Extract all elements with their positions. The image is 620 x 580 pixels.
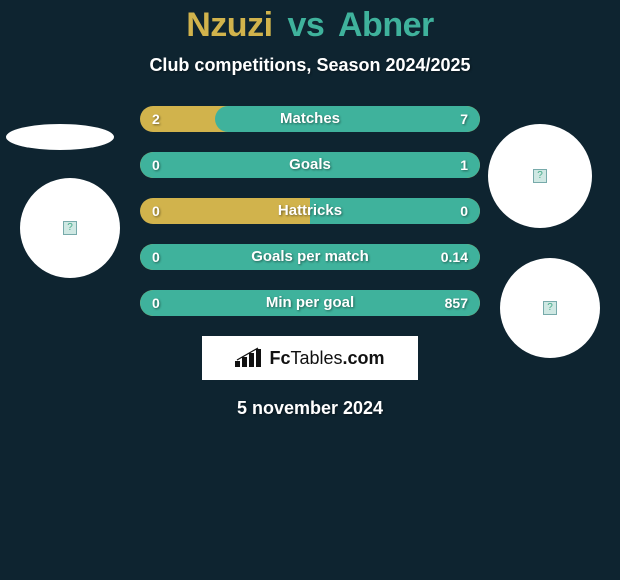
title-vs: vs bbox=[281, 6, 330, 44]
player1-club-avatar: ? bbox=[20, 178, 120, 278]
player2-avatar: ? bbox=[488, 124, 592, 228]
stat-label: Goals per match bbox=[140, 244, 480, 270]
stat-value-right: 1 bbox=[460, 152, 468, 178]
placeholder-icon: ? bbox=[533, 169, 547, 183]
stat-label: Hattricks bbox=[140, 198, 480, 224]
stat-value-right: 7 bbox=[460, 106, 468, 132]
stat-value-right: 857 bbox=[445, 290, 468, 316]
subtitle: Club competitions, Season 2024/2025 bbox=[0, 55, 620, 76]
brand-badge: FcTables.com bbox=[202, 336, 418, 380]
bar-chart-icon bbox=[235, 347, 263, 369]
stat-label: Min per goal bbox=[140, 290, 480, 316]
player1-name: Nzuzi bbox=[186, 6, 272, 44]
stat-bar: 0 Min per goal 857 bbox=[140, 290, 480, 316]
stat-value-right: 0 bbox=[460, 198, 468, 224]
player2-name: Abner bbox=[338, 6, 434, 44]
brand-text: FcTables.com bbox=[269, 348, 384, 369]
stat-label: Goals bbox=[140, 152, 480, 178]
placeholder-icon: ? bbox=[63, 221, 77, 235]
comparison-stats: 2 Matches 7 0 Goals 1 0 Hattricks 0 0 Go… bbox=[140, 106, 480, 316]
stat-bar: 0 Goals 1 bbox=[140, 152, 480, 178]
placeholder-icon: ? bbox=[543, 301, 557, 315]
stat-bar: 0 Goals per match 0.14 bbox=[140, 244, 480, 270]
brand-bold: Fc bbox=[269, 348, 290, 368]
page-title: Nzuzi vs Abner bbox=[0, 0, 620, 45]
brand-rest: Tables bbox=[290, 348, 342, 368]
stat-label: Matches bbox=[140, 106, 480, 132]
stat-bar: 0 Hattricks 0 bbox=[140, 198, 480, 224]
player1-avatar-ellipse bbox=[6, 124, 114, 150]
player2-club-avatar: ? bbox=[500, 258, 600, 358]
stat-value-right: 0.14 bbox=[441, 244, 468, 270]
stat-bar: 2 Matches 7 bbox=[140, 106, 480, 132]
brand-suffix: .com bbox=[343, 348, 385, 368]
date-label: 5 november 2024 bbox=[0, 398, 620, 419]
